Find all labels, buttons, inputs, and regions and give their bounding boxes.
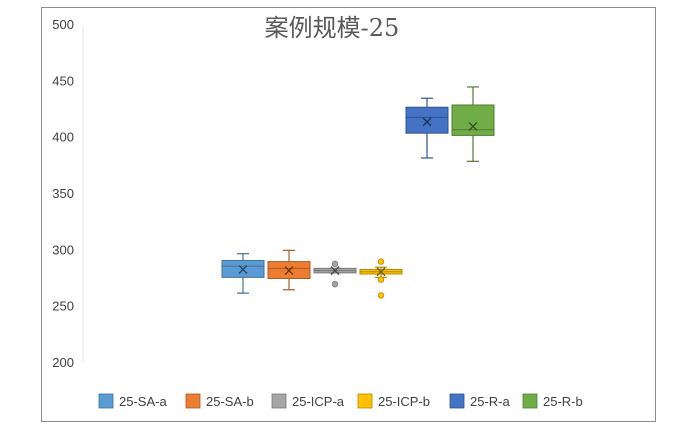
box-25-R-a — [405, 97, 449, 159]
outlier-point — [377, 276, 385, 283]
box-25-SA-a — [221, 253, 265, 294]
mean-marker — [422, 117, 432, 127]
legend-item: 25-SA-b — [185, 393, 254, 409]
y-tick-label: 400 — [52, 130, 74, 145]
outlier-point — [331, 280, 339, 288]
box-series — [221, 86, 495, 299]
outlier-point — [377, 258, 385, 265]
y-tick-label: 300 — [52, 242, 74, 257]
legend-label: 25-ICP-b — [378, 394, 430, 409]
mean-marker — [284, 266, 294, 276]
outlier-point — [331, 260, 339, 268]
legend-swatch — [98, 393, 114, 409]
chart-frame — [41, 7, 656, 422]
legend-item: 25-ICP-a — [271, 393, 345, 409]
mean-marker — [330, 266, 340, 276]
mean-marker — [468, 121, 478, 131]
legend-label: 25-SA-a — [119, 394, 167, 409]
legend-item: 25-SA-a — [98, 393, 167, 409]
legend-label: 25-ICP-a — [292, 394, 345, 409]
legend-swatch — [185, 393, 201, 409]
y-tick-label: 450 — [52, 73, 74, 88]
legend-label: 25-R-a — [470, 394, 511, 409]
chart-title: 案例规模-25 — [265, 14, 400, 42]
y-axis-ticks: 200 250 300 350 400 450 500 — [52, 17, 74, 370]
mean-marker — [238, 265, 248, 274]
box-iqr — [451, 104, 495, 136]
legend-swatch — [357, 393, 373, 409]
box-25-R-b — [451, 86, 495, 162]
legend-item: 25-R-b — [522, 393, 583, 409]
legend-item: 25-ICP-b — [357, 393, 430, 409]
mean-marker — [376, 267, 386, 277]
legend-swatch — [522, 393, 538, 409]
box-25-ICP-a — [313, 260, 357, 288]
outlier-point — [377, 292, 385, 299]
legend-item: 25-R-a — [449, 393, 511, 409]
legend-label: 25-SA-b — [206, 394, 254, 409]
box-25-SA-b — [267, 249, 311, 291]
legend: 25-SA-a 25-SA-b 25-ICP-a 25-ICP-b 25-R-a 25-R… — [98, 393, 583, 409]
box-iqr — [405, 106, 449, 134]
y-tick-label: 500 — [52, 17, 74, 32]
y-tick-label: 350 — [52, 186, 74, 201]
y-tick-label: 200 — [52, 355, 74, 370]
legend-swatch — [271, 393, 287, 409]
legend-label: 25-R-b — [543, 394, 583, 409]
y-tick-label: 250 — [52, 299, 74, 314]
box-25-ICP-b — [359, 258, 403, 299]
legend-swatch — [449, 393, 465, 409]
